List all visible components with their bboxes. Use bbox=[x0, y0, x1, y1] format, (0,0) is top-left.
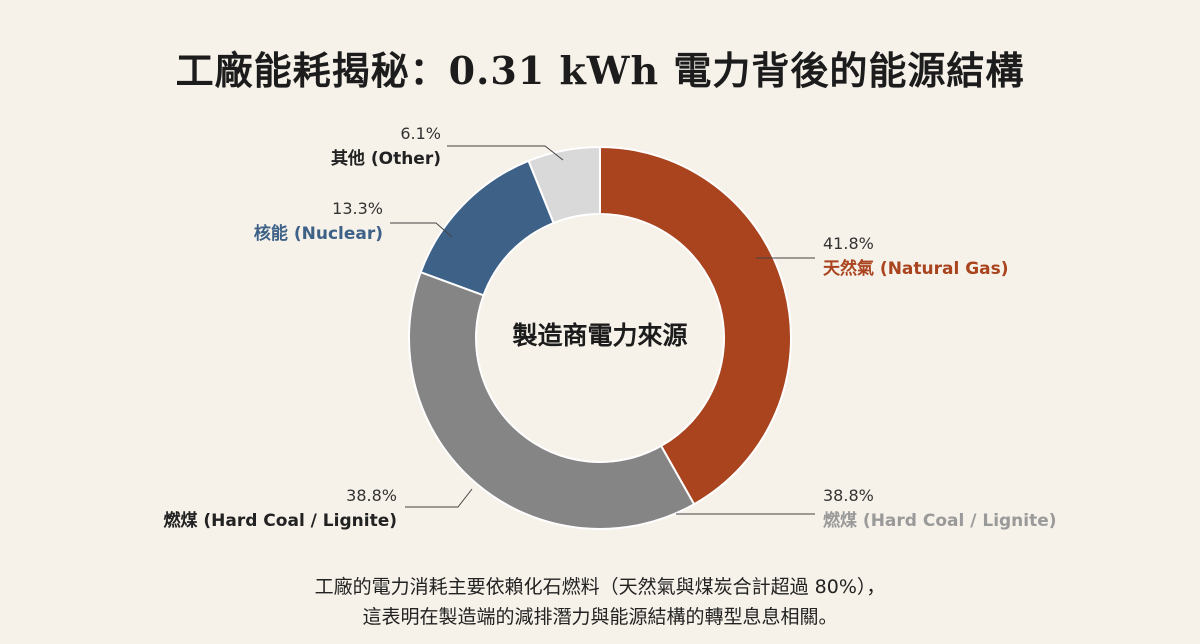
slice-nuclear-leader-line bbox=[390, 222, 453, 238]
caption-line-2: 這表明在製造端的減排潛力與能源結構的轉型息息相關。 bbox=[362, 606, 838, 628]
slice-other bbox=[527, 145, 601, 225]
slice-nuclear-percent: 13.3% bbox=[332, 199, 383, 218]
slice-coal-leader-line bbox=[405, 488, 473, 508]
slice-nuclear bbox=[419, 159, 555, 297]
slice-gas bbox=[599, 145, 792, 506]
page-title: 工廠能耗揭秘：0.31 kWh 電力背後的能源結構 bbox=[175, 48, 1025, 93]
slice-coal bbox=[408, 270, 696, 530]
slice-other-percent: 6.1% bbox=[400, 124, 441, 143]
slice-coal-label: 燃煤 (Hard Coal / Lignite) bbox=[163, 510, 397, 531]
caption-line-1: 工廠的電力消耗主要依賴化石燃料（天然氣與煤炭合計超過 80%）， bbox=[314, 576, 886, 598]
ghost-coal-percent: 38.8% bbox=[823, 486, 874, 505]
slice-nuclear-label: 核能 (Nuclear) bbox=[254, 223, 383, 244]
slice-gas-percent: 41.8% bbox=[823, 234, 874, 253]
ghost-coal-label: 燃煤 (Hard Coal / Lignite) bbox=[823, 510, 1057, 531]
slice-other-label: 其他 (Other) bbox=[331, 148, 441, 169]
slice-gas-label: 天然氣 (Natural Gas) bbox=[823, 258, 1009, 279]
center-label: 製造商電力來源 bbox=[511, 321, 687, 350]
slice-coal-percent: 38.8% bbox=[346, 486, 397, 505]
slice-other-leader-line bbox=[447, 145, 564, 161]
